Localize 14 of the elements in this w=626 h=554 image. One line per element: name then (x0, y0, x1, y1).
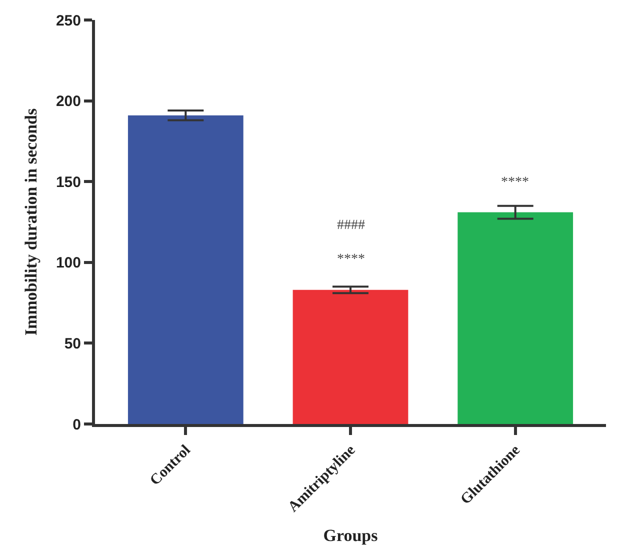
bar (458, 212, 574, 424)
bar (128, 115, 244, 424)
x-axis-title: Groups (323, 526, 378, 545)
annotation: #### (337, 218, 365, 233)
bar (292, 290, 408, 424)
y-tick-label: 150 (56, 174, 81, 191)
annotation: **** (501, 175, 529, 190)
y-tick-label: 0 (72, 416, 81, 434)
y-tick-label: 100 (56, 254, 81, 272)
annotation: **** (337, 252, 365, 267)
y-tick-label: 250 (56, 12, 81, 30)
y-tick-label: 50 (64, 335, 81, 352)
y-tick-label: 200 (56, 93, 81, 110)
y-axis-title: Immobility duration in seconds (22, 108, 41, 336)
